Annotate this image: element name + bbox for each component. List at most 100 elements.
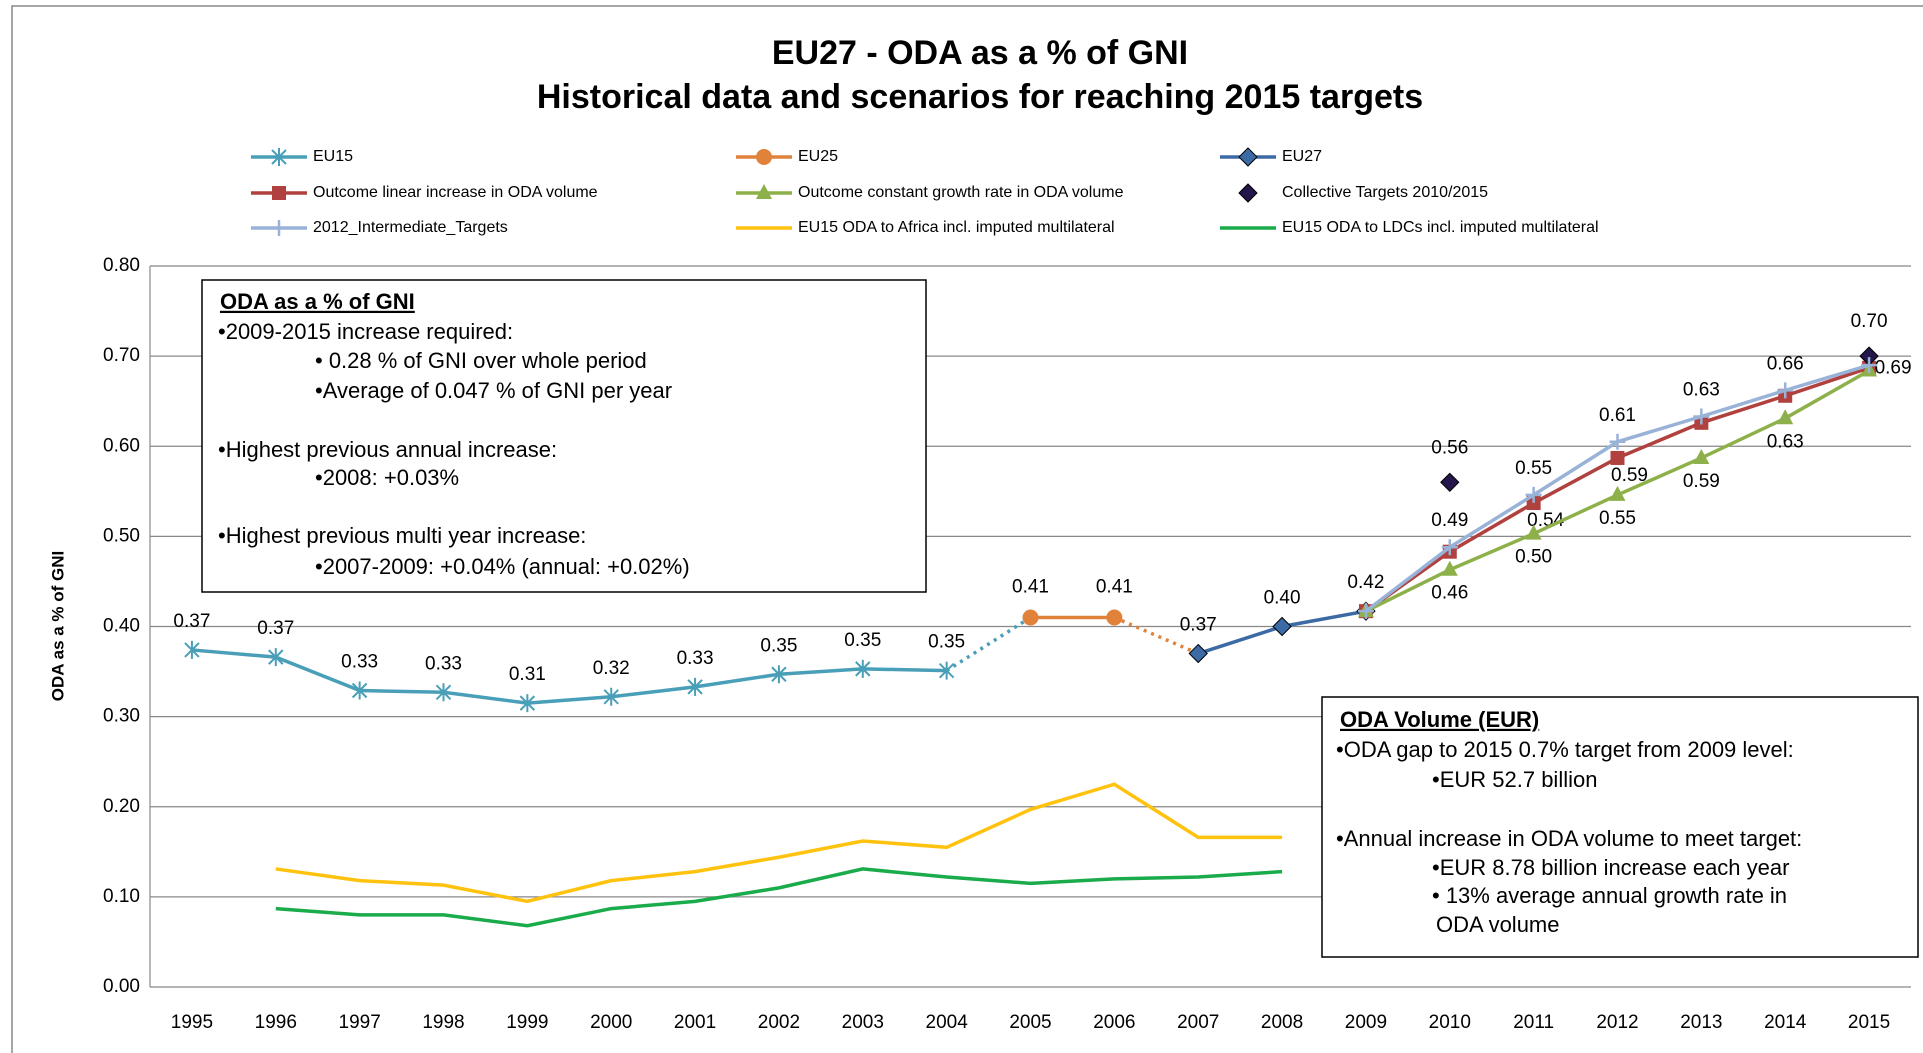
marker — [1188, 643, 1208, 664]
legend-label: Outcome constant growth rate in ODA volu… — [798, 184, 1124, 201]
marker — [1777, 409, 1794, 425]
annotation-line: • 0.28 % of GNI over whole period — [315, 348, 647, 373]
data-label: 0.56 — [1431, 437, 1468, 458]
data-label: 0.69 — [1875, 358, 1912, 379]
annotation-line: •Highest previous annual increase: — [218, 437, 557, 462]
x-tick-label: 1999 — [506, 1012, 548, 1033]
marker — [1357, 603, 1374, 620]
annotation-title: ODA Volume (EUR) — [1340, 707, 1539, 732]
marker — [272, 186, 286, 200]
annotation-box — [1321, 696, 1919, 958]
marker — [1777, 382, 1794, 399]
data-label: 0.63 — [1683, 380, 1720, 401]
x-tick-label: 2011 — [1513, 1012, 1554, 1033]
x-tick-label: 1998 — [422, 1012, 464, 1033]
data-label: 0.59 — [1611, 465, 1648, 486]
marker — [603, 687, 619, 706]
x-tick-label: 2012 — [1596, 1012, 1638, 1033]
data-label: 0.55 — [1515, 458, 1552, 479]
marker — [351, 681, 368, 700]
data-label: 0.33 — [425, 653, 462, 674]
x-tick-label: 2007 — [1177, 1012, 1219, 1033]
marker — [938, 661, 955, 680]
y-tick-label: 0.10 — [103, 886, 140, 907]
marker — [1440, 472, 1460, 493]
marker — [1238, 183, 1258, 203]
y-tick-label: 0.30 — [103, 706, 140, 727]
annotation-line: ODA volume — [1436, 912, 1560, 937]
data-label: 0.35 — [844, 630, 881, 651]
legend-label: Outcome linear increase in ODA volume — [313, 184, 598, 201]
x-tick-label: 2002 — [758, 1012, 800, 1033]
data-label: 0.42 — [1347, 572, 1384, 593]
marker — [1609, 485, 1626, 501]
data-label: 0.59 — [1683, 471, 1720, 492]
marker — [1526, 496, 1541, 511]
marker — [771, 665, 787, 684]
chart-title: EU27 - ODA as a % of GNI — [772, 34, 1188, 72]
x-tick-label: 1997 — [339, 1012, 381, 1033]
marker — [1441, 560, 1458, 576]
x-tick-label: 2004 — [926, 1012, 969, 1033]
chart-subtitle: Historical data and scenarios for reachi… — [537, 78, 1423, 116]
data-label: 0.31 — [509, 664, 546, 685]
data-label: 0.40 — [1264, 588, 1301, 609]
annotation-line: • 13% average annual growth rate in — [1432, 883, 1787, 908]
x-tick-label: 2014 — [1764, 1012, 1807, 1033]
data-label: 0.41 — [1012, 577, 1049, 598]
y-tick-label: 0.50 — [103, 525, 140, 546]
data-label: 0.49 — [1431, 510, 1468, 531]
data-label: 0.37 — [1180, 615, 1217, 636]
data-label: 0.41 — [1096, 577, 1133, 598]
annotation-line: •2008: +0.03% — [315, 465, 459, 490]
plot-area: 0.00 0.10 0.20 0.30 0.40 0.50 0.60 0.70 0.80 1995… — [103, 147, 1912, 1033]
x-tick-label: 2008 — [1261, 1012, 1303, 1033]
legend-label: EU27 — [1282, 148, 1322, 165]
annotation-line: •2009-2015 increase required: — [218, 319, 513, 344]
series-line — [275, 782, 1283, 904]
annotation-line: •Annual increase in ODA volume to meet t… — [1336, 826, 1802, 851]
data-label: 0.63 — [1767, 431, 1804, 452]
marker — [687, 677, 703, 696]
y-axis-label: ODA as a % of GNI — [48, 551, 67, 702]
marker — [519, 694, 536, 713]
x-tick-label: 2009 — [1345, 1012, 1387, 1033]
annotation-title: ODA as a % of GNI — [220, 289, 415, 314]
data-label: 0.32 — [593, 658, 630, 679]
marker — [1272, 616, 1292, 637]
marker — [1609, 433, 1626, 450]
marker — [1238, 147, 1258, 167]
y-tick-label: 0.20 — [103, 796, 140, 817]
annotation-line: •2007-2009: +0.04% (annual: +0.02%) — [315, 554, 690, 579]
legend-label: EU25 — [798, 148, 838, 165]
marker — [1525, 486, 1542, 503]
x-tick-label: 2003 — [842, 1012, 884, 1033]
marker — [1610, 450, 1625, 465]
x-tick-label: 2005 — [1009, 1012, 1051, 1033]
data-label: 0.35 — [928, 632, 965, 653]
x-tick-label: 2001 — [674, 1012, 716, 1033]
marker — [1525, 524, 1542, 540]
annotation-line: •Average of 0.047 % of GNI per year — [315, 378, 672, 403]
data-label: 0.50 — [1515, 547, 1552, 568]
annotation-line: •EUR 52.7 billion — [1432, 767, 1597, 792]
marker — [1106, 609, 1123, 626]
y-tick-label: 0.40 — [103, 616, 140, 637]
data-label: 0.46 — [1431, 583, 1468, 604]
x-tick-label: 2000 — [590, 1012, 632, 1033]
data-label: 0.37 — [173, 611, 210, 632]
marker — [1861, 357, 1878, 374]
marker — [756, 184, 772, 199]
y-tick-label: 0.00 — [103, 976, 140, 997]
marker — [1441, 539, 1458, 556]
legend-label: EU15 ODA to Africa incl. imputed multila… — [798, 219, 1115, 236]
annotation-line: •Highest previous multi year increase: — [218, 523, 586, 548]
marker — [271, 220, 287, 236]
marker — [271, 148, 287, 166]
data-label: 0.54 — [1527, 510, 1564, 531]
x-tick-label: 2013 — [1680, 1012, 1722, 1033]
legend-label: EU15 — [313, 148, 353, 165]
annotation-box — [201, 279, 927, 593]
data-label: 0.33 — [341, 652, 378, 673]
